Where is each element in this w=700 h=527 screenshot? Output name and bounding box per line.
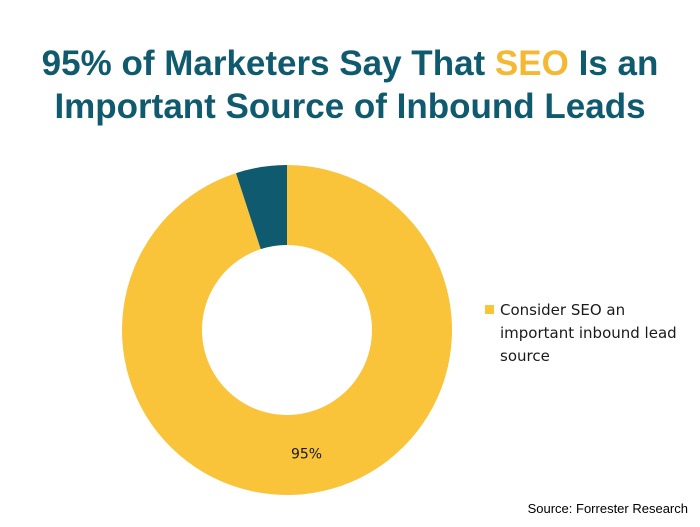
- chart-title: 95% of Marketers Say That SEO Is an Impo…: [0, 42, 700, 128]
- legend-label: Consider SEO an important inbound lead s…: [500, 301, 677, 365]
- donut-slices: [122, 165, 452, 495]
- donut-data-labels: 95%: [291, 446, 322, 462]
- donut-slice-1: [236, 165, 287, 250]
- legend-swatch: [485, 305, 494, 314]
- data-label-0: 95%: [291, 446, 322, 462]
- title-text-after: Is an Important Source of Inbound Leads: [54, 44, 659, 126]
- donut-slice-0: [122, 165, 452, 495]
- title-text-before: 95% of Marketers Say That: [41, 44, 495, 83]
- title-highlight-seo: SEO: [494, 44, 569, 83]
- source-credit: Source: Forrester Research: [527, 501, 688, 516]
